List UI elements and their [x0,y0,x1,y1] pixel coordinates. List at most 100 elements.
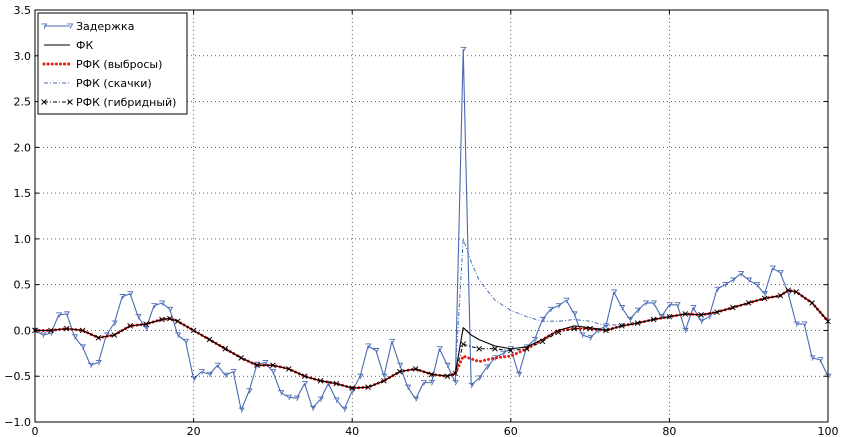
data-point [159,316,165,323]
legend-frame [37,12,188,115]
data-point [714,286,721,293]
data-point [357,373,364,380]
y-tick-label: 0.5 [14,279,32,292]
series-line [35,289,829,389]
data-point [127,291,134,297]
data-point [317,396,324,402]
data-point [143,321,149,327]
data-point [611,289,618,295]
legend-label: РФК (скачки) [76,77,152,90]
data-point [286,394,293,401]
data-point [381,377,387,384]
data-point [436,346,443,352]
data-point [420,380,427,386]
data-point [191,376,197,382]
data-point [40,332,47,338]
data-point [738,271,745,277]
data-point [714,309,720,315]
data-point [825,373,832,380]
data-point [769,265,776,272]
data-point [214,362,221,369]
x-tick-label: 40 [345,425,359,437]
data-point [563,297,570,304]
data-point [603,323,610,329]
data-point [222,345,229,352]
data-point [539,338,546,345]
data-point [571,311,578,317]
y-tick-label: 0.0 [14,324,32,337]
data-point [79,327,86,334]
data-point [167,306,174,313]
data-point [754,282,760,288]
data-point [63,325,70,332]
data-point [444,373,451,380]
data-point [571,325,578,332]
data-point [349,385,356,391]
data-point [468,382,475,389]
data-point [809,355,816,361]
data-point [492,345,498,352]
data-point [428,380,435,386]
data-point [682,311,689,317]
data-point [95,334,102,341]
data-point [166,315,173,322]
data-point [190,327,197,334]
data-point [484,364,491,370]
data-point [381,373,388,380]
data-point [127,323,133,329]
data-point [95,359,102,366]
data-point [246,388,253,394]
data-point [730,277,737,283]
data-point [294,395,301,402]
data-point [444,362,451,369]
data-point [698,312,704,318]
y-tick-label: 1.0 [14,233,32,246]
data-point [539,316,546,323]
series-3 [33,288,830,390]
data-point [301,373,308,380]
data-point [333,380,340,387]
data-point [666,302,673,308]
data-point [777,270,784,276]
legend-label: РФК (выбросы) [76,58,162,71]
data-point [635,307,642,314]
y-tick-label: −1.0 [4,416,31,429]
data-point [587,325,593,332]
data-point [476,375,483,381]
data-point [111,320,118,326]
data-point [278,390,285,396]
data-point [690,305,697,311]
y-tick-label: 3.0 [14,50,32,63]
data-point [801,321,808,327]
data-point [722,282,729,288]
data-point [111,332,118,338]
series-line [33,288,830,390]
x-tick-label: 0 [32,425,39,437]
data-point [270,362,276,369]
data-point [79,344,86,350]
series-group [32,46,832,413]
data-point [460,46,467,53]
data-point [389,338,396,345]
data-point [643,300,649,306]
data-point [745,300,752,306]
y-tick-label: 2.0 [14,141,32,154]
x-tick-label: 100 [818,425,839,437]
data-point [476,345,482,352]
y-tick-label: 2.5 [14,96,32,109]
x-tick-label: 80 [662,425,676,437]
data-point [183,338,190,345]
data-point [143,326,150,332]
data-point [761,291,768,297]
data-point [397,362,404,369]
data-point [761,295,768,302]
data-point [206,336,213,343]
data-point [460,341,467,347]
data-point [309,405,316,412]
data-point [452,370,459,377]
data-point [198,369,205,375]
data-point [365,343,372,349]
data-point [373,348,380,354]
data-point [341,406,348,413]
